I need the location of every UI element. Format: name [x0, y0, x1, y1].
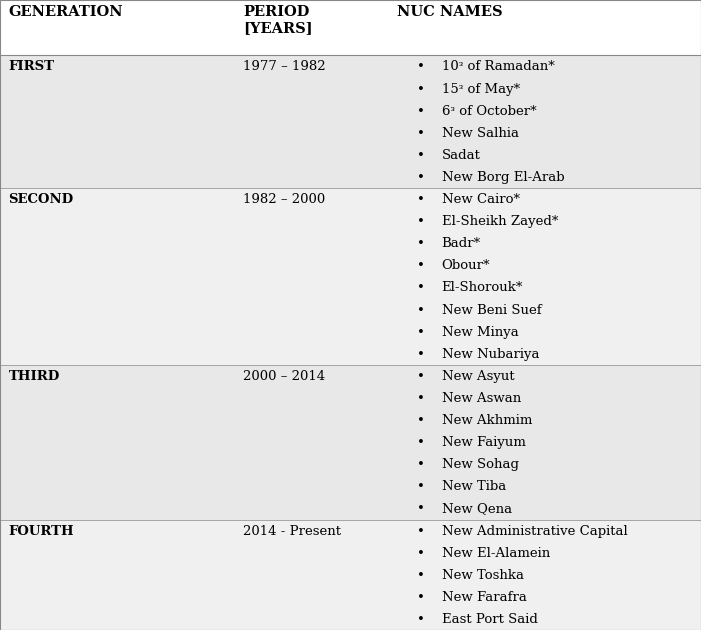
- Text: New Farafra: New Farafra: [442, 591, 526, 604]
- Bar: [0, 365, 701, 520]
- Text: •: •: [417, 591, 425, 604]
- Text: New Asyut: New Asyut: [442, 370, 515, 383]
- Text: New Minya: New Minya: [442, 326, 518, 339]
- Text: •: •: [417, 348, 425, 361]
- Text: New El-Alamein: New El-Alamein: [442, 547, 550, 559]
- Text: •: •: [417, 238, 425, 250]
- Bar: [0, 55, 701, 188]
- Bar: [0, 520, 701, 630]
- Text: New Beni Suef: New Beni Suef: [442, 304, 541, 316]
- Text: New Akhmim: New Akhmim: [442, 414, 532, 427]
- Text: New Aswan: New Aswan: [442, 392, 521, 405]
- Text: •: •: [417, 480, 425, 493]
- Text: PERIOD
[YEARS]: PERIOD [YEARS]: [243, 5, 313, 35]
- Text: New Qena: New Qena: [442, 503, 512, 515]
- Text: •: •: [417, 613, 425, 626]
- Text: 1982 – 2000: 1982 – 2000: [243, 193, 325, 206]
- Text: New Sohag: New Sohag: [442, 458, 519, 471]
- Text: 15ᶟ of May*: 15ᶟ of May*: [442, 83, 519, 96]
- Text: Obour*: Obour*: [442, 260, 490, 272]
- Text: 2000 – 2014: 2000 – 2014: [243, 370, 325, 383]
- Text: New Cairo*: New Cairo*: [442, 193, 519, 206]
- Text: 10ᶟ of Ramadan*: 10ᶟ of Ramadan*: [442, 60, 554, 74]
- Text: •: •: [417, 458, 425, 471]
- Bar: [0, 188, 701, 365]
- Text: SECOND: SECOND: [8, 193, 74, 206]
- Text: •: •: [417, 149, 425, 162]
- Text: •: •: [417, 370, 425, 383]
- Text: •: •: [417, 282, 425, 294]
- Text: New Borg El-Arab: New Borg El-Arab: [442, 171, 564, 184]
- Text: •: •: [417, 105, 425, 118]
- Text: •: •: [417, 260, 425, 272]
- Text: •: •: [417, 392, 425, 405]
- Text: 6ᶟ of October*: 6ᶟ of October*: [442, 105, 536, 118]
- Text: •: •: [417, 503, 425, 515]
- Text: •: •: [417, 215, 425, 228]
- Text: Badr*: Badr*: [442, 238, 481, 250]
- Text: New Salhia: New Salhia: [442, 127, 519, 140]
- Text: •: •: [417, 193, 425, 206]
- Text: •: •: [417, 60, 425, 74]
- Text: Sadat: Sadat: [442, 149, 480, 162]
- Text: •: •: [417, 326, 425, 339]
- Text: •: •: [417, 525, 425, 537]
- Text: East Port Said: East Port Said: [442, 613, 538, 626]
- Bar: [0, 0, 701, 55]
- Text: New Faiyum: New Faiyum: [442, 436, 526, 449]
- Text: New Administrative Capital: New Administrative Capital: [442, 525, 627, 537]
- Text: •: •: [417, 414, 425, 427]
- Text: •: •: [417, 83, 425, 96]
- Text: •: •: [417, 304, 425, 316]
- Text: •: •: [417, 547, 425, 559]
- Text: •: •: [417, 171, 425, 184]
- Text: El-Sheikh Zayed*: El-Sheikh Zayed*: [442, 215, 558, 228]
- Text: El-Shorouk*: El-Shorouk*: [442, 282, 523, 294]
- Text: New Nubariya: New Nubariya: [442, 348, 539, 361]
- Text: GENERATION: GENERATION: [8, 5, 123, 19]
- Text: THIRD: THIRD: [8, 370, 60, 383]
- Text: NUC NAMES: NUC NAMES: [397, 5, 503, 19]
- Text: New Tiba: New Tiba: [442, 480, 506, 493]
- Text: 2014 - Present: 2014 - Present: [243, 525, 341, 537]
- Text: •: •: [417, 569, 425, 581]
- Text: New Toshka: New Toshka: [442, 569, 524, 581]
- Text: 1977 – 1982: 1977 – 1982: [243, 60, 326, 74]
- Text: •: •: [417, 436, 425, 449]
- Text: FIRST: FIRST: [8, 60, 55, 74]
- Text: FOURTH: FOURTH: [8, 525, 74, 537]
- Text: •: •: [417, 127, 425, 140]
